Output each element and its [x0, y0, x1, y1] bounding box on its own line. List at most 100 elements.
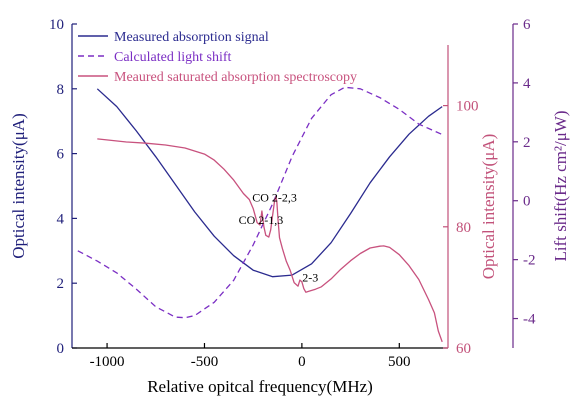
data-point [135, 288, 137, 290]
data-point [369, 247, 371, 249]
data-point [248, 198, 250, 200]
data-point [310, 117, 312, 119]
right1-tick-label: 60 [456, 341, 471, 357]
data-point [265, 234, 267, 236]
data-point [145, 142, 147, 144]
right2-tick-label: -2 [523, 253, 536, 269]
data-point [437, 330, 439, 332]
data-point [213, 301, 215, 303]
data-point [96, 260, 98, 262]
data-point [213, 235, 215, 237]
data-point [213, 159, 215, 161]
data-point [164, 144, 166, 146]
left-tick-label: 0 [57, 341, 65, 357]
x-tick-label: 500 [388, 354, 411, 370]
right2-tick-label: 4 [523, 76, 531, 92]
series-line-2 [77, 86, 443, 319]
right2-axis-title: Lift shift(Hz cm²/μW) [551, 110, 570, 261]
data-point [291, 155, 293, 157]
data-point [155, 306, 157, 308]
right1-axis-title: Optical intensity(μA) [479, 134, 498, 280]
data-point [233, 179, 235, 181]
data-point [125, 141, 127, 143]
left-tick-label: 6 [57, 147, 65, 163]
data-point [174, 316, 176, 318]
x-tick-label: -1000 [90, 354, 125, 370]
data-point [309, 290, 311, 292]
data-point [278, 237, 280, 239]
data-point [344, 86, 346, 88]
data-point [369, 182, 371, 184]
data-point [289, 269, 291, 271]
data-point [408, 133, 410, 135]
data-point [77, 250, 79, 252]
right2-tick-label: 0 [523, 194, 531, 210]
right1-tick-label: 80 [456, 220, 471, 236]
annotations: CO 2-1,3 CO 2-2,3 2-3 [239, 190, 319, 284]
data-point [330, 278, 332, 280]
annotation-label: CO 2-2,3 [252, 190, 297, 204]
data-point [418, 123, 420, 125]
x-tick-label: -500 [191, 354, 219, 370]
data-point [340, 268, 342, 270]
data-point [330, 242, 332, 244]
data-point [359, 252, 361, 254]
data-point [427, 115, 429, 117]
left-tick-label: 8 [57, 82, 65, 98]
right1-tick-label: 100 [456, 99, 479, 115]
data-point [383, 245, 385, 247]
data-point [252, 207, 254, 209]
data-point [96, 138, 98, 140]
data-point [252, 269, 254, 271]
data-point [349, 260, 351, 262]
legend-label: Measured absorption signal [114, 30, 269, 45]
data-point [268, 236, 270, 238]
data-point [299, 279, 301, 281]
series-lines [77, 86, 443, 343]
data-point [223, 168, 225, 170]
annotation-label: CO 2-1,3 [239, 213, 284, 227]
left-axis-title: Optical intensity(μA) [9, 113, 28, 259]
legend: Measured absorption signal Calculated lig… [78, 30, 357, 85]
x-axis-title: Relative opitcal frequency(MHz) [147, 377, 373, 396]
legend-label: Calculated light shift [114, 50, 232, 65]
data-point [297, 285, 299, 287]
data-point [293, 281, 295, 283]
data-point [388, 246, 390, 248]
data-point [433, 312, 435, 314]
right2-tick-label: -4 [523, 312, 536, 328]
legend-label: Meaured saturated absorption spectroscop… [114, 70, 357, 85]
data-point [441, 133, 443, 135]
data-point [408, 264, 410, 266]
data-point [252, 244, 254, 246]
left-tick-label: 4 [57, 211, 65, 227]
right2-tick-label: 6 [523, 17, 531, 33]
data-point [379, 245, 381, 247]
left-tick-label: 2 [57, 276, 65, 292]
series-line-1 [96, 88, 443, 278]
data-point [203, 153, 205, 155]
data-point [184, 147, 186, 149]
data-point [314, 288, 316, 290]
data-point [303, 287, 305, 289]
data-point [388, 156, 390, 158]
axes: 0 2 4 6 8 10 Optical intensity(μA) -1000 -500 0 50… [9, 17, 570, 396]
series-line-3 [97, 138, 443, 343]
data-point [242, 192, 244, 194]
right2-tick-label: 2 [523, 135, 531, 151]
data-point [233, 255, 235, 257]
left-tick-label: 10 [49, 17, 64, 33]
data-point [320, 286, 322, 288]
data-point [305, 291, 307, 293]
data-point [116, 272, 118, 274]
data-point [233, 279, 235, 281]
data-point [116, 105, 118, 107]
data-point [427, 298, 429, 300]
data-point [174, 183, 176, 185]
data-point [194, 211, 196, 213]
data-point [379, 96, 381, 98]
data-point [398, 108, 400, 110]
data-point [96, 88, 98, 90]
data-point [285, 260, 287, 262]
